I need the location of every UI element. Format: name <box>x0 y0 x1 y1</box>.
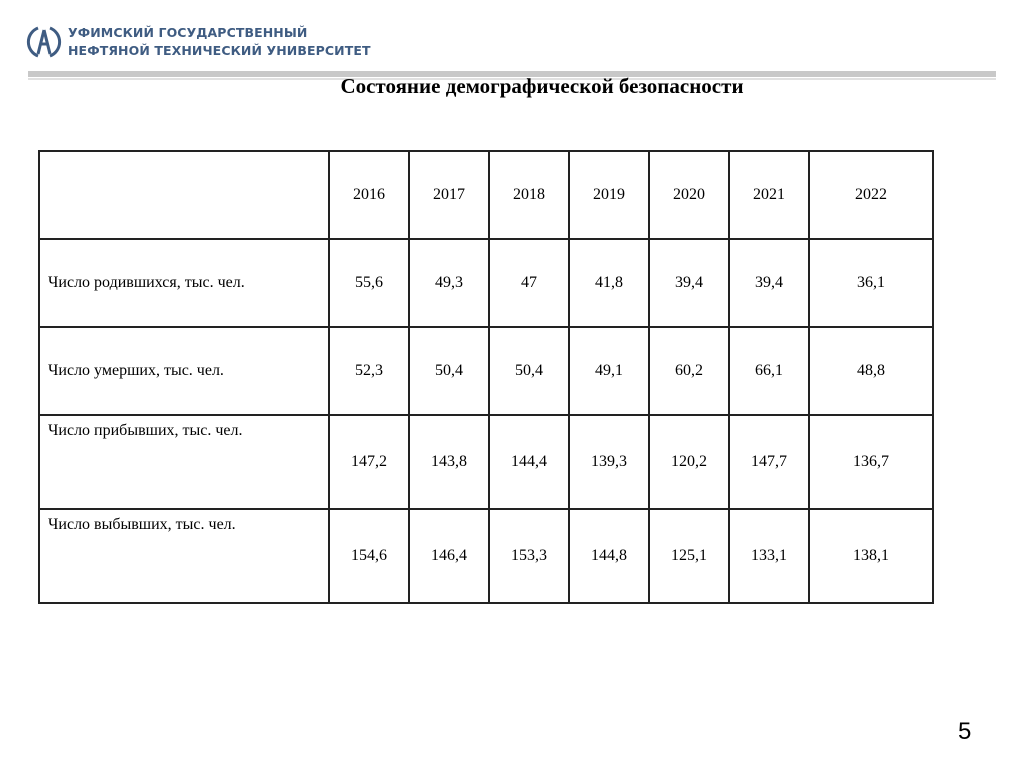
demographics-table: 2016 2017 2018 2019 2020 2021 2022 Число… <box>38 150 934 604</box>
table-cell: 133,1 <box>728 508 810 604</box>
table-cell: 39,4 <box>728 238 810 328</box>
table-header-row: 2016 2017 2018 2019 2020 2021 2022 <box>38 150 934 240</box>
table-row: Число прибывших, тыс. чел. 147,2 143,8 1… <box>38 414 934 510</box>
page-number: 5 <box>958 718 972 745</box>
table-cell: 55,6 <box>328 238 410 328</box>
table-row: Число родившихся, тыс. чел. 55,6 49,3 47… <box>38 238 934 328</box>
table-cell: 49,3 <box>408 238 490 328</box>
year-header: 2019 <box>568 150 650 240</box>
table-cell: 48,8 <box>808 326 934 416</box>
table-cell: 36,1 <box>808 238 934 328</box>
table-row: Число выбывших, тыс. чел. 154,6 146,4 15… <box>38 508 934 604</box>
header-divider-shadow <box>28 78 996 80</box>
table-cell: 143,8 <box>408 414 490 510</box>
table-cell: 146,4 <box>408 508 490 604</box>
university-logo: УФИМСКИЙ ГОСУДАРСТВЕННЫЙ НЕФТЯНОЙ ТЕХНИЧ… <box>26 24 371 60</box>
university-name-line2: НЕФТЯНОЙ ТЕХНИЧЕСКИЙ УНИВЕРСИТЕТ <box>68 43 371 58</box>
table-cell: 138,1 <box>808 508 934 604</box>
table-row: Число умерших, тыс. чел. 52,3 50,4 50,4 … <box>38 326 934 416</box>
row-label: Число родившихся, тыс. чел. <box>38 238 330 328</box>
table-cell: 147,7 <box>728 414 810 510</box>
table-cell: 50,4 <box>488 326 570 416</box>
year-header: 2022 <box>808 150 934 240</box>
table-cell: 144,8 <box>568 508 650 604</box>
table-cell: 60,2 <box>648 326 730 416</box>
table-cell: 153,3 <box>488 508 570 604</box>
table-cell: 120,2 <box>648 414 730 510</box>
slide-title: Состояние демографической безопасности <box>340 74 744 98</box>
row-label: Число выбывших, тыс. чел. <box>38 508 330 604</box>
year-header: 2021 <box>728 150 810 240</box>
university-name-line1: УФИМСКИЙ ГОСУДАРСТВЕННЫЙ <box>68 25 308 40</box>
table-cell: 139,3 <box>568 414 650 510</box>
table-cell: 144,4 <box>488 414 570 510</box>
table-cell: 49,1 <box>568 326 650 416</box>
table-cell: 39,4 <box>648 238 730 328</box>
year-header: 2020 <box>648 150 730 240</box>
table-cell: 154,6 <box>328 508 410 604</box>
row-label: Число умерших, тыс. чел. <box>38 326 330 416</box>
year-header: 2016 <box>328 150 410 240</box>
header-empty-cell <box>38 150 330 240</box>
table-cell: 47 <box>488 238 570 328</box>
table-cell: 136,7 <box>808 414 934 510</box>
table-cell: 147,2 <box>328 414 410 510</box>
year-header: 2017 <box>408 150 490 240</box>
table-cell: 125,1 <box>648 508 730 604</box>
university-emblem-icon <box>26 26 62 58</box>
table-cell: 50,4 <box>408 326 490 416</box>
row-label: Число прибывших, тыс. чел. <box>38 414 330 510</box>
header-divider <box>28 71 996 77</box>
table-cell: 52,3 <box>328 326 410 416</box>
table-cell: 66,1 <box>728 326 810 416</box>
table-cell: 41,8 <box>568 238 650 328</box>
year-header: 2018 <box>488 150 570 240</box>
